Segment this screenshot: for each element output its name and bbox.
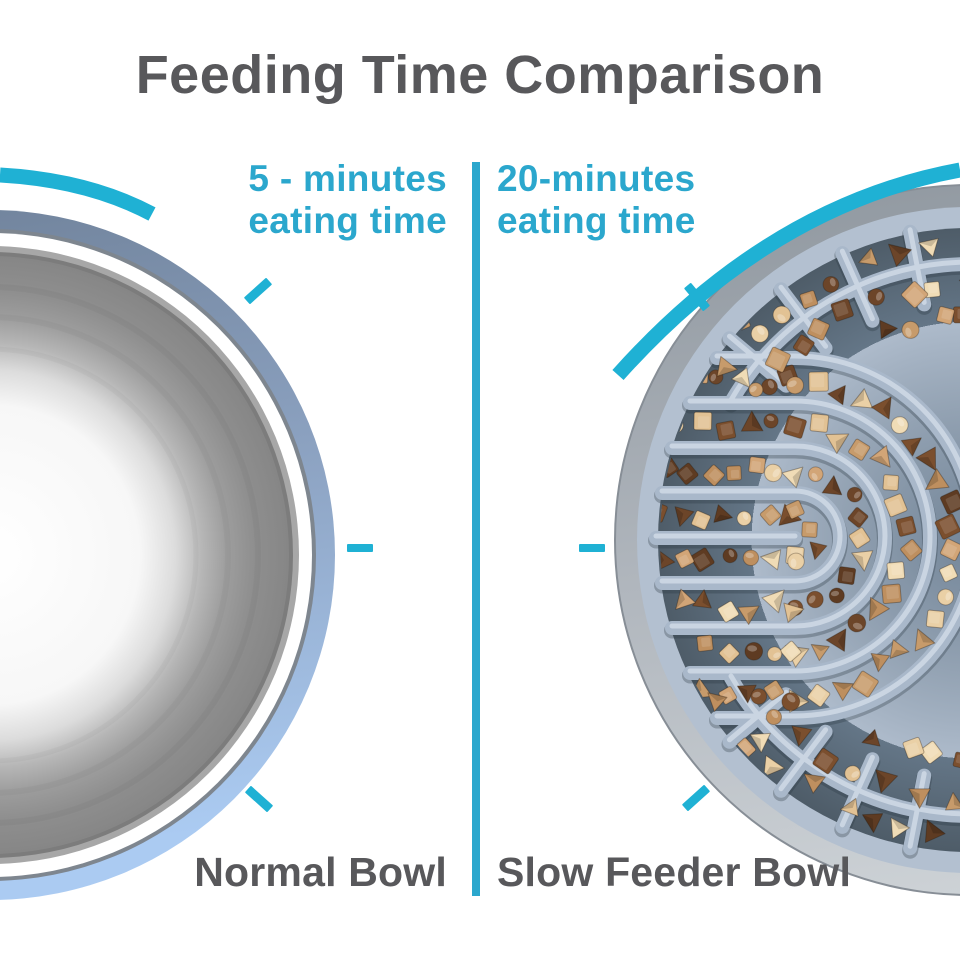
- slow-feeder-bowl-label: Slow Feeder Bowl: [497, 849, 852, 895]
- kibble-pieces: [660, 238, 960, 843]
- dial-tick-bezel: [684, 283, 710, 311]
- time-line-2: eating time: [248, 200, 447, 241]
- slow-feeder-bowl-photo: [614, 184, 960, 896]
- dial-tick-lower: [682, 785, 710, 811]
- slow-feeder-time-label: 20-minutes eating time: [497, 158, 696, 242]
- normal-bowl-photo: [0, 210, 335, 900]
- dial-tick-upper: [244, 278, 272, 304]
- center-divider-line: [472, 162, 480, 896]
- time-line-1: 20-minutes: [497, 158, 696, 199]
- maze-walls: [648, 224, 960, 859]
- time-line-1: 5 - minutes: [248, 158, 447, 199]
- dial-tick-lower: [245, 786, 273, 812]
- clock-dial-left-icon: [0, 167, 373, 812]
- page-title: Feeding Time Comparison: [135, 45, 825, 105]
- time-line-2: eating time: [497, 200, 696, 241]
- clock-dial-right-icon: [579, 162, 960, 811]
- dial-tick-west: [579, 544, 605, 552]
- normal-bowl-label: Normal Bowl: [194, 849, 447, 895]
- normal-bowl-time-label: 5 - minutes eating time: [248, 158, 447, 242]
- dial-tick-east: [347, 544, 373, 552]
